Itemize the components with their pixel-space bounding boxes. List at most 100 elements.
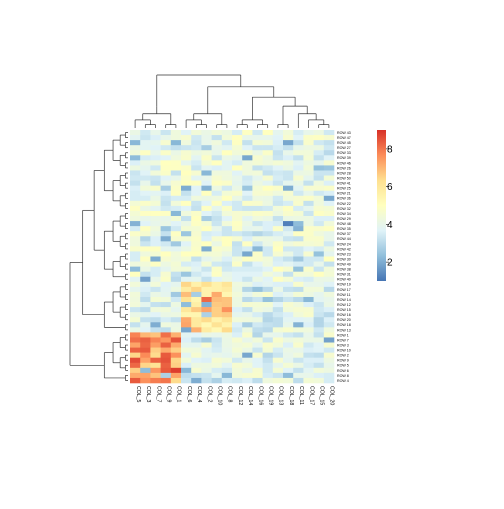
heatmap-cell [242,257,253,262]
row-label: ROW 20 [337,318,351,322]
colorbar-tick-label: 6 [387,182,393,193]
heatmap-cell [181,317,192,322]
heatmap-cell [283,322,294,327]
heatmap-cell [130,155,141,160]
row-label: ROW 40 [337,278,351,282]
color-legend: 2 4 6 8 [377,130,393,281]
heatmap-cell [201,135,212,140]
heatmap-cell [324,297,335,302]
heatmap-cell [252,191,263,196]
heatmap-cell [150,165,161,170]
heatmap-cell [303,155,314,160]
heatmap-cell [201,150,212,155]
heatmap-cell [324,251,335,256]
heatmap-cell [212,246,223,251]
heatmap-cell [212,297,223,302]
heatmap-cell [191,358,202,363]
heatmap-cell [161,196,172,201]
heatmap-cell [314,150,325,155]
heatmap-cell [242,302,253,307]
heatmap-cell [232,282,243,287]
heatmap-cell [324,368,335,373]
heatmap-cell [171,292,182,297]
heatmap-cell [201,160,212,165]
heatmap-cell [181,236,192,241]
heatmap-cell [263,257,274,262]
heatmap-cell [273,257,284,262]
heatmap-cell [150,191,161,196]
heatmap-cell [140,140,151,145]
heatmap-cell [191,337,202,342]
heatmap-cell [303,160,314,165]
heatmap-cell [252,307,263,312]
heatmap-cell [293,363,304,368]
heatmap-cell [252,165,263,170]
heatmap-cell [191,246,202,251]
colorbar-ticks: 2 4 6 8 [386,144,393,268]
heatmap-cell [263,302,274,307]
heatmap-cell [161,160,172,165]
heatmap-cell [181,368,192,373]
row-label: ROW 5 [337,364,349,368]
heatmap-cell [222,322,233,327]
heatmap-cell [242,287,253,292]
heatmap-cell [293,246,304,251]
heatmap-cell [212,348,223,353]
heatmap-cell [273,292,284,297]
row-label: ROW 50 [337,176,351,180]
heatmap-cell [161,343,172,348]
heatmap-cell [171,368,182,373]
heatmap-cell [130,216,141,221]
heatmap-cell [181,231,192,236]
heatmap-cell [161,358,172,363]
heatmap-cell [324,196,335,201]
heatmap-cell [150,368,161,373]
heatmap-cell [314,373,325,378]
heatmap-cell [161,231,172,236]
heatmap-cell [222,297,233,302]
heatmap-cell [130,368,141,373]
heatmap-cell [161,378,172,383]
heatmap-cell [252,262,263,267]
heatmap-cell [293,211,304,216]
heatmap-cell [201,206,212,211]
heatmap-cell [171,348,182,353]
heatmap-cell [293,322,304,327]
heatmap-cell [181,196,192,201]
heatmap-cell [273,241,284,246]
heatmap-cell [130,201,141,206]
heatmap-cell [140,196,151,201]
heatmap-cell [263,332,274,337]
heatmap-cell [161,145,172,150]
heatmap-cell [201,317,212,322]
heatmap-cell [242,292,253,297]
heatmap-cell [140,277,151,282]
heatmap-cell [283,343,294,348]
heatmap-cell [212,277,223,282]
heatmap-cell [212,282,223,287]
heatmap-cell [171,150,182,155]
heatmap-cell [222,292,233,297]
heatmap-cell [171,211,182,216]
heatmap-cell [201,145,212,150]
heatmap-cell [130,262,141,267]
heatmap-cell [263,317,274,322]
heatmap-cell [242,186,253,191]
heatmap-cell [273,272,284,277]
heatmap-cell [314,322,325,327]
heatmap-cell [191,201,202,206]
heatmap-cell [303,267,314,272]
heatmap-cell [314,135,325,140]
heatmap-cell [201,251,212,256]
row-label: ROW 45 [337,141,351,145]
heatmap-cell [212,322,223,327]
heatmap-cell [222,302,233,307]
heatmap-cell [293,257,304,262]
heatmap-cell [273,145,284,150]
heatmap-cell [283,332,294,337]
heatmap-cell [201,211,212,216]
heatmap-cell [212,292,223,297]
heatmap-cell [150,160,161,165]
heatmap-cell [303,373,314,378]
heatmap-cell [314,312,325,317]
